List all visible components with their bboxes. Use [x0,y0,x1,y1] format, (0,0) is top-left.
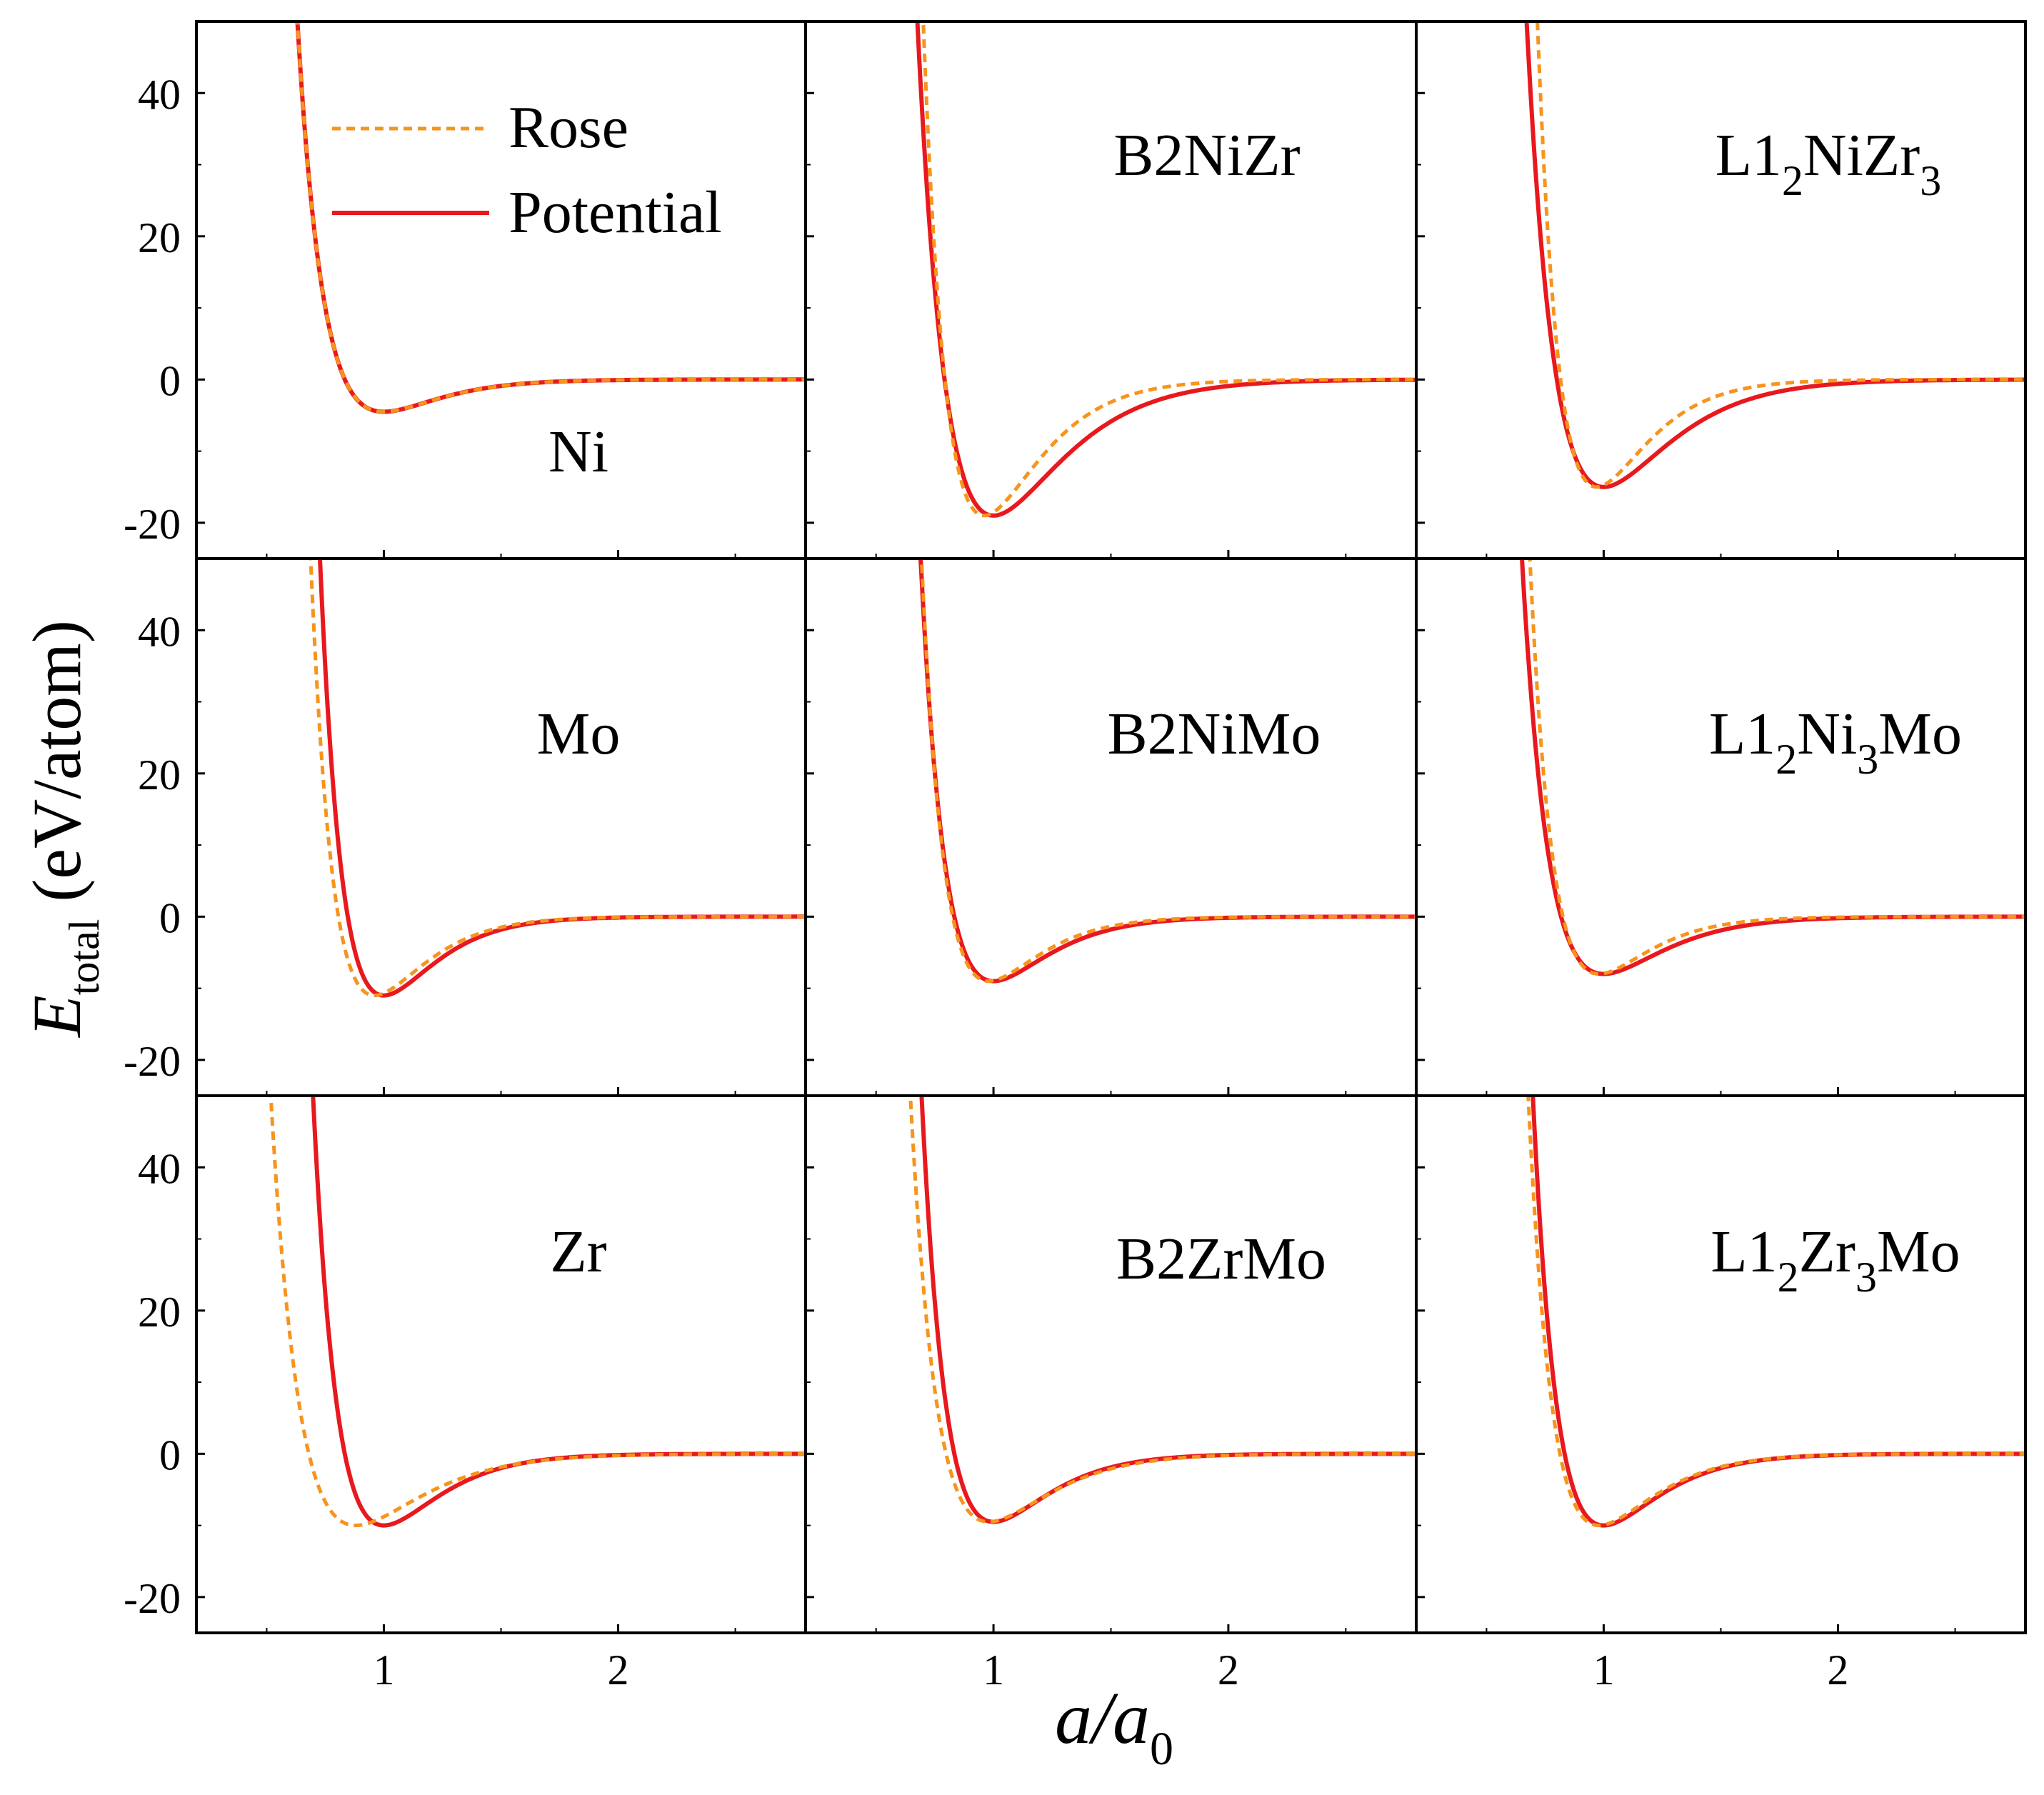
panel-frame [1415,20,2027,560]
y-tick-label: -20 [124,1575,181,1622]
panel-Mo: Mo [195,557,807,1097]
curves [269,1096,806,1528]
panel-frame [195,20,807,560]
x-tick-label: 1 [1593,1646,1614,1694]
panel-label: L12Ni3Mo [1709,701,1962,783]
rose-line [269,1096,806,1528]
rose-line [295,21,806,414]
panel-L12NiZr3: L12NiZr3 [1415,20,2027,560]
legend-potential-label: Potential [509,179,722,246]
axis-titles: 40 20 0 -20 40 20 0 -20 40 20 0 -20 1 2 1 2 1 2 Etotal (eV… [19,71,1849,1775]
ticks [196,91,736,559]
x-tick-label: 1 [983,1646,1004,1694]
x-axis-title: a/a0 [1055,1677,1173,1775]
panel-label: L12Zr3Mo [1710,1219,1960,1301]
rose-line [908,1096,1416,1524]
panel-label: L12NiZr3 [1715,122,1942,204]
y-tick-label: 20 [138,214,181,261]
panel-label: B2NiMo [1108,701,1321,767]
potential-line [915,21,1416,518]
panel-L12Zr3Mo: L12Zr3Mo [1415,1094,2027,1634]
curves [1526,1096,2025,1528]
legend: Rose Potential [332,94,722,246]
rose-line [309,559,806,998]
y-tick-label: 20 [138,751,181,799]
potential-line [1520,559,2025,976]
x-tick-label: 2 [608,1646,629,1694]
y-tick-label: -20 [124,1038,181,1085]
rose-line [919,559,1416,984]
panel-label: B2NiZr [1113,122,1300,189]
curves [1520,559,2025,976]
potential-line [919,1096,1416,1524]
y-axis-title: Etotal (eV/atom) [19,620,108,1039]
rose-line [1528,559,2025,976]
ticks [1416,1166,1956,1633]
panel-B2NiZr: B2NiZr [804,20,1418,560]
panel-B2ZrMo: B2ZrMo [804,1094,1418,1634]
y-tick-label: 40 [138,71,181,118]
panel-B2NiMo: B2NiMo [804,557,1418,1097]
potential-line [318,559,806,998]
rose-line [921,21,1416,518]
y-tick-label: 0 [159,1431,181,1479]
panel-label: Zr [550,1219,606,1285]
curves [1524,21,2025,489]
panel-frame [195,557,807,1097]
y-tick-label: 20 [138,1289,181,1336]
y-tick-label: 0 [159,894,181,941]
potential-line [1524,21,2025,489]
y-tick-label: 0 [159,357,181,404]
panel-frame [195,1094,807,1634]
panel-grid: Ni B2NiZr L12NiZr3 Mo B2NiMo L12Ni3Mo Zr B2ZrMo… [195,20,2027,1634]
x-tick-label: 2 [1828,1646,1849,1694]
panel-frame [1415,557,2027,1097]
y-tick-label: 40 [138,1145,181,1192]
panel-frame [804,557,1418,1097]
curves [918,559,1416,984]
panel-Ni: Ni [195,20,807,560]
y-tick-label: -20 [124,501,181,548]
potential-line [918,559,1416,984]
panel-label: Mo [537,701,621,767]
curves [295,21,806,414]
ticks [196,629,736,1096]
legend-rose-label: Rose [509,94,628,161]
panel-Zr: Zr [195,1094,807,1634]
x-tick-label: 1 [373,1646,394,1694]
curves [908,1096,1416,1524]
ticks [196,1166,736,1633]
rose-line [1526,1096,2025,1528]
potential-line [311,1096,806,1528]
y-tick-label: 40 [138,608,181,655]
curves [915,21,1416,518]
panel-L12Ni3Mo: L12Ni3Mo [1415,557,2027,1097]
curves [309,559,806,998]
panel-frame [1415,1094,2027,1634]
potential-line [1531,1096,2025,1528]
x-tick-label: 2 [1218,1646,1239,1694]
ticks [1416,629,1956,1096]
panel-frame [804,20,1418,560]
panel-label: B2ZrMo [1116,1226,1326,1292]
panel-label: Ni [548,419,608,485]
rose-line [1535,21,2025,489]
panel-frame [804,1094,1418,1634]
